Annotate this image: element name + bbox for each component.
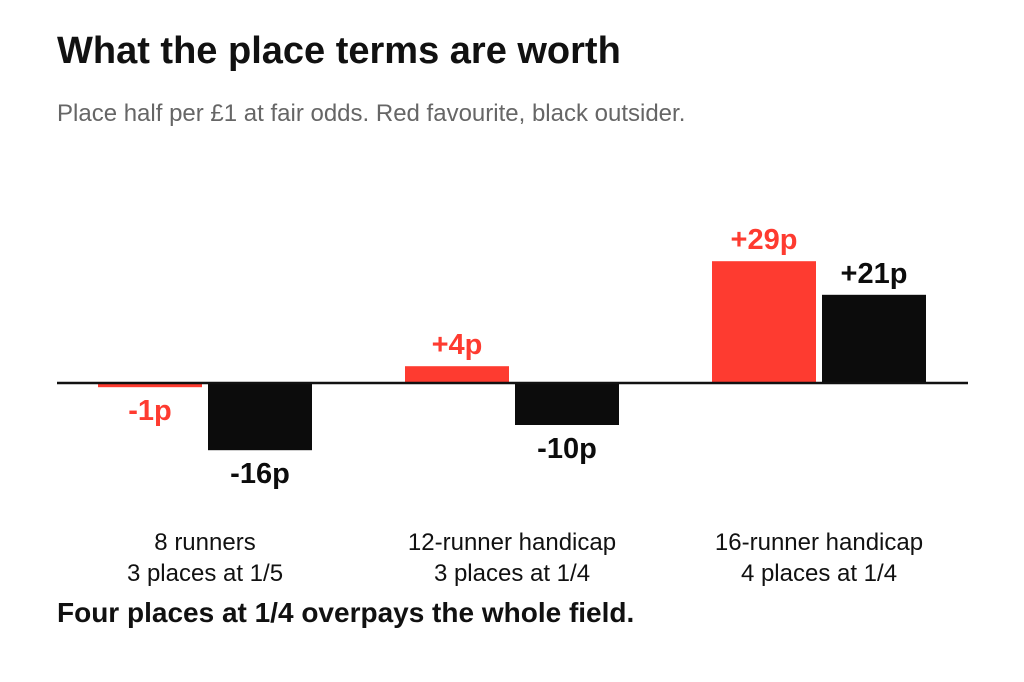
- category-label-1: 12-runner handicap 3 places at 1/4: [362, 527, 662, 589]
- chart-title: What the place terms are worth: [57, 30, 621, 72]
- data-label-outsider-2: +21p: [841, 258, 908, 290]
- data-label-outsider-0: -16p: [230, 458, 290, 490]
- bar-outsider-2: [822, 294, 926, 383]
- data-label-favourite-2: +29p: [731, 224, 798, 256]
- bar-outsider-0: [208, 383, 312, 451]
- bar-favourite-1: [405, 366, 509, 383]
- category-label-0: 8 runners 3 places at 1/5: [55, 527, 355, 589]
- chart-subtitle: Place half per £1 at fair odds. Red favo…: [57, 100, 686, 127]
- category-label-1-line1: 12-runner handicap: [407, 529, 617, 556]
- data-label-outsider-1: -10p: [537, 433, 597, 465]
- category-label-0-line2: 3 places at 1/5: [126, 560, 284, 587]
- category-label-2-line2: 4 places at 1/4: [740, 560, 898, 587]
- bar-favourite-0: [98, 383, 202, 388]
- category-label-2-line1: 16-runner handicap: [714, 529, 924, 556]
- category-label-0-line1: 8 runners: [154, 529, 256, 556]
- category-label-1-line2: 3 places at 1/4: [433, 560, 591, 587]
- data-label-favourite-1: +4p: [432, 329, 483, 361]
- category-label-2: 16-runner handicap 4 places at 1/4: [669, 527, 969, 589]
- data-label-favourite-0: -1p: [128, 395, 172, 427]
- bar-outsider-1: [515, 383, 619, 425]
- chart-footer-note: Four places at 1/4 overpays the whole fi…: [57, 597, 635, 628]
- bar-favourite-2: [712, 261, 816, 383]
